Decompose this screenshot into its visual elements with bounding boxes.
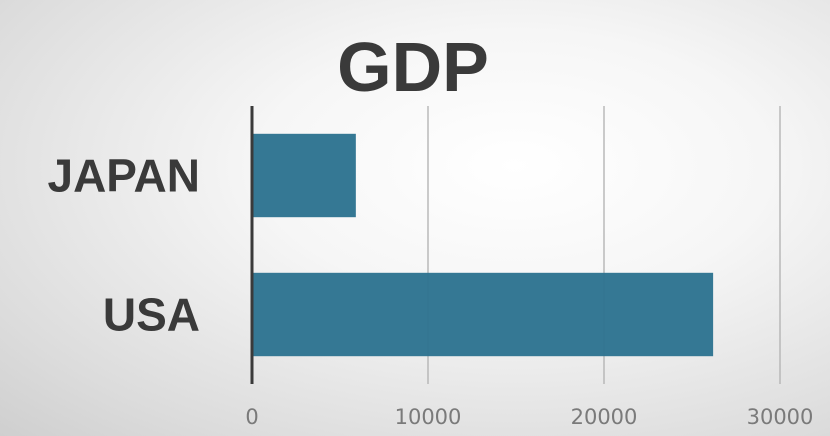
bar-japan [252,133,356,218]
bar-usa [252,272,714,357]
category-label-usa: USA [103,289,200,341]
tick-label-10000: 10000 [395,405,462,429]
tick-label-0: 0 [245,405,258,429]
category-labels: JAPAN USA [47,150,200,341]
value-axis-tick-labels: 0 10000 20000 30000 [245,405,813,429]
bars [252,133,714,357]
chart-title: GDP [337,28,489,106]
tick-label-20000: 20000 [571,405,638,429]
category-label-japan: JAPAN [47,150,200,202]
tick-label-30000: 30000 [747,405,814,429]
